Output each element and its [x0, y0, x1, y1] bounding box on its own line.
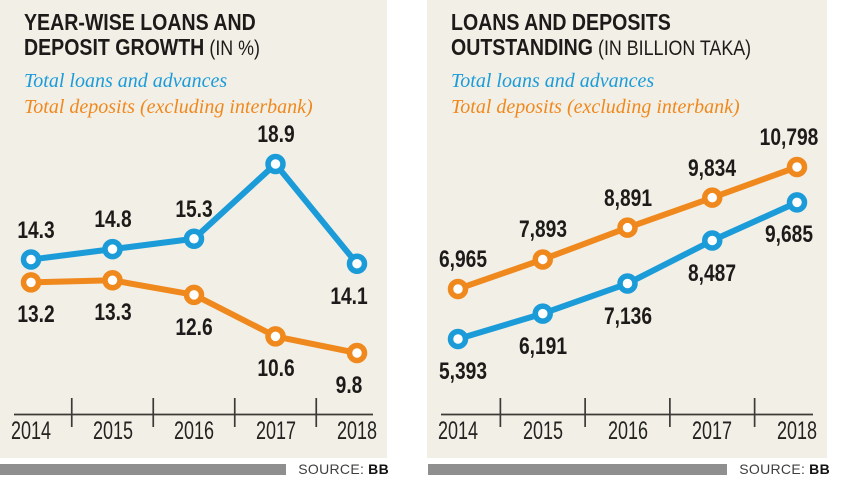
value-label: 10.6 [256, 355, 295, 383]
chart-panel-growth: YEAR-WISE LOANS AND DEPOSIT GROWTH (IN %)… [0, 0, 387, 458]
legend-loans: Total loans and advances [451, 70, 655, 92]
value-label: 14.3 [17, 216, 55, 244]
value-label: 10,798 [759, 124, 819, 151]
deposits-point-marker [786, 156, 808, 178]
x-axis-label: 2014 [10, 417, 52, 445]
chart-title: YEAR-WISE LOANS AND DEPOSIT GROWTH (IN %) [24, 10, 333, 61]
deposits-point-marker [617, 217, 638, 238]
value-label: 18.9 [256, 121, 295, 148]
source-value: BB [368, 461, 389, 477]
loans-point-marker [532, 303, 553, 324]
loans-point-marker [265, 153, 286, 175]
loans-point-marker [346, 253, 368, 274]
deposits-point-marker [702, 187, 723, 208]
loans-point-marker [447, 328, 469, 350]
x-axis-label: 2015 [92, 417, 133, 445]
deposits-point-marker [532, 249, 553, 270]
deposits-point-marker [265, 326, 286, 347]
value-label: 13.2 [17, 301, 55, 329]
value-label: 6,191 [518, 332, 567, 360]
value-label: 5,393 [438, 358, 488, 385]
chart-title-line2: OUTSTANDING [451, 34, 593, 60]
x-axis-label: 2018 [336, 417, 378, 445]
source-row: SOURCE: BB [428, 461, 830, 477]
value-label: 13.3 [93, 299, 132, 327]
chart-title-unit: (IN %) [209, 37, 260, 60]
chart-title-line1: YEAR-WISE LOANS AND [24, 9, 256, 35]
legend-deposits: Total deposits (excluding interbank) [451, 96, 740, 118]
deposits-point-marker [102, 270, 123, 291]
value-label: 8,891 [603, 184, 652, 212]
x-axis-label: 2015 [522, 417, 563, 445]
chart-legend: Total loans and advances Total deposits … [24, 68, 387, 120]
value-label: 12.6 [175, 313, 213, 341]
value-label: 9,834 [688, 154, 737, 182]
loans-point-marker [183, 228, 205, 250]
value-label: 15.3 [175, 195, 213, 223]
loans-point-marker [702, 230, 723, 251]
x-axis-label: 2016 [173, 417, 215, 445]
chart-header: LOANS AND DEPOSITS OUTSTANDING (IN BILLIO… [427, 0, 827, 120]
loans-point-marker [617, 273, 638, 294]
chart-legend: Total loans and advances Total deposits … [451, 68, 827, 120]
loans-point-marker [102, 238, 123, 260]
source-value: BB [809, 461, 830, 477]
deposits-point-marker [346, 342, 368, 364]
chart-panel-outstanding: LOANS AND DEPOSITS OUTSTANDING (IN BILLIO… [427, 0, 827, 458]
value-label: 14.1 [330, 282, 368, 310]
chart-title-unit: (IN BILLION TAKA) [598, 37, 752, 60]
x-axis-label: 2018 [776, 417, 818, 445]
chart-header: YEAR-WISE LOANS AND DEPOSIT GROWTH (IN %)… [0, 0, 387, 120]
x-axis-label: 2014 [437, 417, 479, 445]
source-text: SOURCE: BB [739, 461, 830, 477]
legend-deposits: Total deposits (excluding interbank) [24, 96, 313, 118]
x-axis-label: 2016 [607, 417, 648, 445]
source-label: SOURCE: [739, 461, 806, 477]
source-bar [0, 463, 287, 475]
loans-point-marker [786, 192, 808, 213]
value-label: 7,136 [603, 302, 652, 330]
loans-point-marker [20, 249, 42, 270]
value-label: 14.8 [93, 206, 132, 234]
value-label: 9,685 [764, 221, 814, 249]
value-label: 6,965 [438, 245, 488, 273]
legend-loans: Total loans and advances [24, 70, 228, 92]
deposits-point-marker [20, 272, 42, 293]
value-label: 8,487 [688, 259, 737, 287]
source-row: SOURCE: BB [0, 461, 389, 477]
chart-title: LOANS AND DEPOSITS OUTSTANDING (IN BILLIO… [451, 10, 771, 61]
source-label: SOURCE: [298, 461, 365, 477]
chart-title-line2: DEPOSIT GROWTH [24, 34, 205, 60]
deposits-point-marker [447, 278, 469, 300]
x-axis-label: 2017 [692, 417, 733, 445]
source-text: SOURCE: BB [298, 461, 389, 477]
value-label: 7,893 [518, 216, 567, 244]
x-axis-label: 2017 [255, 417, 296, 445]
value-label: 9.8 [335, 372, 363, 399]
source-bar [428, 463, 728, 475]
deposits-point-marker [183, 284, 205, 306]
chart-title-line1: LOANS AND DEPOSITS [451, 9, 671, 35]
